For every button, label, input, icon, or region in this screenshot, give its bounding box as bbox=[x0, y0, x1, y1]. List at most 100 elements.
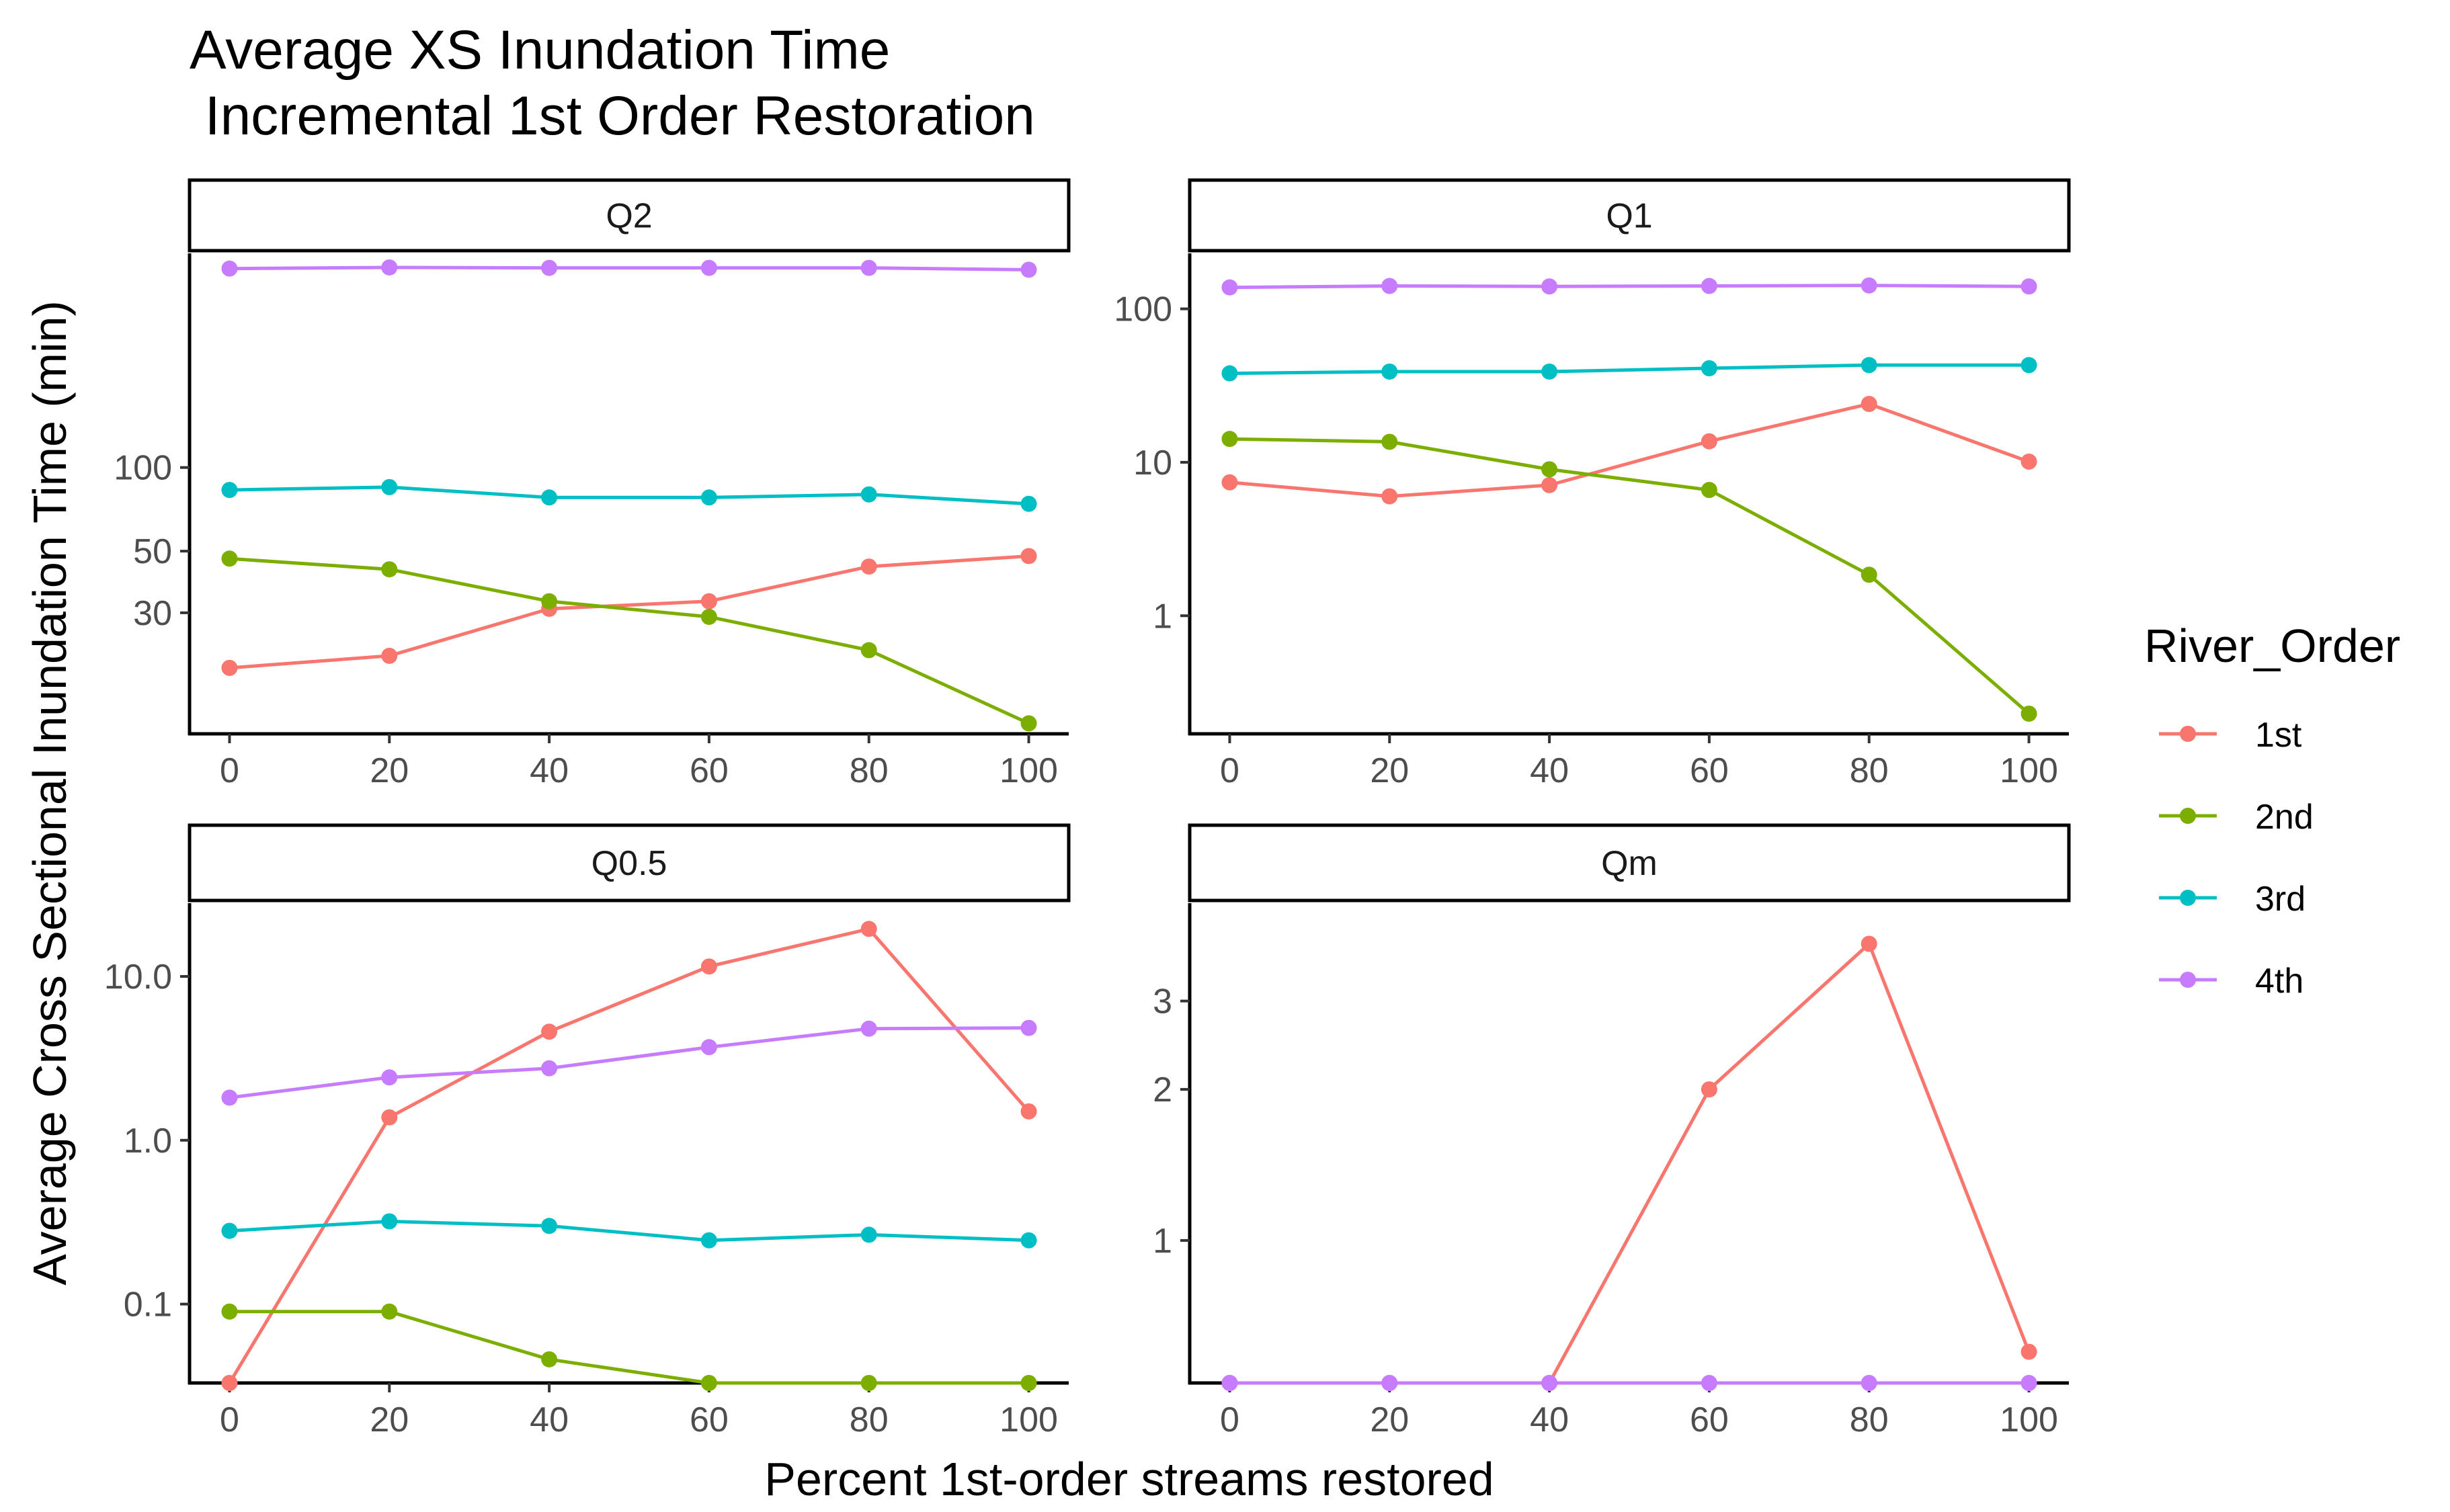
data-point-1st bbox=[2020, 1343, 2037, 1360]
data-point-1st bbox=[1701, 1081, 1717, 1098]
data-point-2nd bbox=[1861, 566, 1877, 583]
data-point-1st bbox=[1381, 488, 1398, 505]
data-point-3rd bbox=[541, 489, 558, 506]
data-point-1st bbox=[221, 659, 238, 676]
x-tick-label: 100 bbox=[2000, 1400, 2058, 1439]
data-point-4th bbox=[541, 259, 558, 276]
x-tick-label: 100 bbox=[999, 1400, 1058, 1439]
x-tick-label: 20 bbox=[370, 1400, 409, 1439]
data-point-1st bbox=[700, 958, 717, 975]
data-point-2nd bbox=[541, 1351, 558, 1368]
data-point-4th bbox=[1541, 1375, 1558, 1391]
data-point-4th bbox=[1020, 1019, 1037, 1036]
series-line-3rd bbox=[229, 1220, 1029, 1243]
data-point-4th bbox=[1541, 278, 1558, 295]
data-point-2nd bbox=[541, 593, 558, 610]
legend-key-point bbox=[2180, 726, 2196, 742]
data-point-4th bbox=[221, 1089, 238, 1106]
data-point-2nd bbox=[700, 608, 717, 625]
x-tick-label: 80 bbox=[1850, 751, 1889, 790]
y-tick-label: 10.0 bbox=[104, 958, 172, 997]
data-point-1st bbox=[1020, 1103, 1037, 1120]
legend-item-1st: 1st bbox=[2159, 716, 2302, 755]
data-point-3rd bbox=[860, 1226, 877, 1243]
y-tick-label: 1.0 bbox=[124, 1122, 172, 1161]
legend-key-point bbox=[2180, 808, 2196, 824]
facet-strip bbox=[188, 823, 1071, 902]
x-tick-label: 60 bbox=[1690, 751, 1729, 790]
series-line-2nd bbox=[229, 1310, 1029, 1385]
data-point-3rd bbox=[1541, 363, 1558, 380]
x-tick-label: 0 bbox=[220, 751, 239, 790]
x-tick-label: 40 bbox=[530, 751, 569, 790]
data-point-1st bbox=[381, 647, 398, 664]
facet-strip-label: Q2 bbox=[606, 197, 652, 236]
x-tick-label: 100 bbox=[2000, 751, 2058, 790]
series-line-2nd bbox=[229, 556, 1030, 725]
facet-strip bbox=[1188, 823, 2071, 902]
data-point-2nd bbox=[860, 642, 877, 659]
data-point-4th bbox=[1020, 261, 1037, 278]
facet-q1: Q1 0 20 40 60 80 100 1 10 100 bbox=[1114, 178, 2071, 790]
legend-label: 3rd bbox=[2255, 880, 2305, 919]
data-point-3rd bbox=[1020, 1232, 1037, 1249]
data-point-4th bbox=[860, 259, 877, 276]
x-tick-label: 80 bbox=[1850, 1400, 1889, 1439]
facet-qm: Qm 0 20 40 60 80 100 1 2 3 bbox=[1153, 823, 2071, 1439]
series-line-4th bbox=[229, 1026, 1029, 1099]
data-point-3rd bbox=[1221, 365, 1238, 382]
legend-item-3rd: 3rd bbox=[2159, 880, 2305, 919]
y-tick-label: 50 bbox=[133, 532, 172, 571]
x-axis-title: Percent 1st-order streams restored bbox=[764, 1453, 1494, 1505]
data-point-2nd bbox=[221, 1303, 238, 1320]
x-tick-label: 60 bbox=[1690, 1400, 1729, 1439]
data-point-4th bbox=[1861, 277, 1877, 294]
series-line-3rd bbox=[1229, 363, 2029, 376]
series-line-4th bbox=[1229, 284, 2029, 290]
data-point-1st bbox=[1861, 396, 1877, 413]
data-point-4th bbox=[700, 259, 717, 276]
x-tick-label: 80 bbox=[850, 751, 889, 790]
data-point-2nd bbox=[381, 1303, 398, 1320]
data-point-1st bbox=[541, 1023, 558, 1040]
y-tick-label: 100 bbox=[1114, 290, 1172, 329]
data-point-4th bbox=[1381, 278, 1398, 294]
data-point-2nd bbox=[1541, 461, 1558, 478]
data-point-4th bbox=[1701, 1375, 1717, 1391]
x-tick-label: 0 bbox=[1220, 1400, 1239, 1439]
legend-item-2nd: 2nd bbox=[2159, 798, 2314, 837]
legend-item-4th: 4th bbox=[2159, 962, 2303, 1001]
data-point-3rd bbox=[1701, 360, 1717, 377]
series-line-1st bbox=[229, 554, 1029, 670]
data-point-3rd bbox=[1861, 357, 1877, 374]
y-tick-label: 0.1 bbox=[124, 1286, 172, 1325]
x-tick-label: 20 bbox=[1370, 1400, 1409, 1439]
data-point-2nd bbox=[1221, 431, 1238, 448]
legend: River_Order 1st 2nd 3rd 4th bbox=[2144, 620, 2400, 1001]
data-point-3rd bbox=[221, 482, 238, 499]
data-point-4th bbox=[1861, 1375, 1877, 1391]
data-point-4th bbox=[381, 259, 398, 276]
data-point-1st bbox=[700, 593, 717, 610]
legend-key-point bbox=[2180, 890, 2196, 906]
legend-label: 1st bbox=[2255, 716, 2302, 755]
facet-q2: Q2 0 20 40 60 80 100 30 50 100 bbox=[114, 178, 1071, 790]
y-tick-label: 2 bbox=[1153, 1070, 1172, 1109]
data-point-2nd bbox=[860, 1375, 877, 1391]
data-point-3rd bbox=[381, 478, 398, 495]
x-tick-label: 40 bbox=[1530, 1400, 1569, 1439]
series-line-3rd bbox=[229, 485, 1029, 506]
chart-title-line-2: Incremental 1st Order Restoration bbox=[190, 85, 1035, 146]
facet-q0-5: Q0.5 0 20 40 60 80 100 0.1 1.0 10.0 bbox=[104, 823, 1071, 1439]
data-point-2nd bbox=[1020, 1375, 1037, 1391]
y-axis-title: Average Cross Sectional Inundation Time … bbox=[24, 300, 76, 1286]
series-line-1st bbox=[228, 927, 1030, 1384]
data-point-4th bbox=[700, 1039, 717, 1056]
chart-title-line-1: Average XS Inundation Time bbox=[190, 19, 890, 81]
data-point-3rd bbox=[1020, 495, 1037, 512]
y-tick-label: 10 bbox=[1133, 444, 1172, 482]
data-point-4th bbox=[541, 1060, 558, 1077]
data-point-3rd bbox=[700, 489, 717, 506]
